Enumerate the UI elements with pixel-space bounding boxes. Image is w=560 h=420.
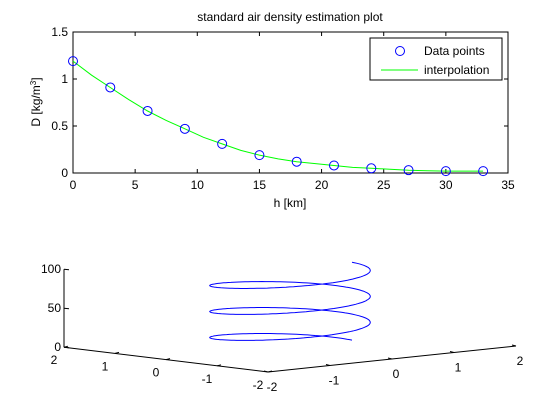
- y-tick-label: 1: [61, 72, 68, 86]
- data-point: [68, 56, 78, 67]
- x-tick-label: 30: [439, 178, 453, 192]
- z3d-tick: [63, 307, 70, 310]
- x3d-tick: [511, 344, 517, 347]
- z3d-tick: [63, 268, 70, 271]
- data-point: [217, 138, 228, 149]
- data-point: [403, 165, 414, 176]
- y-axis-label: D [kg/m3]: [29, 77, 44, 126]
- data-point: [254, 150, 265, 161]
- y3d-tick: [216, 364, 222, 367]
- helix-curve: [209, 261, 371, 341]
- x-tick-label: 35: [501, 178, 515, 192]
- z3d-tick-label: 0: [54, 340, 61, 354]
- x3d-tick-label: 0: [393, 367, 400, 381]
- x3d-tick: [263, 370, 269, 373]
- data-point: [329, 160, 339, 171]
- x3d-tick: [325, 364, 331, 366]
- data-point: [142, 105, 153, 116]
- y3d-tick-label: 1: [102, 359, 109, 373]
- x3d-tick-label: 2: [517, 354, 524, 368]
- data-point: [105, 82, 116, 93]
- legend-box: [369, 37, 503, 81]
- data-point: [478, 166, 489, 177]
- x-tick-label: 20: [315, 178, 329, 192]
- y3d-tick-label: 2: [51, 353, 58, 367]
- data-point: [366, 163, 377, 174]
- y3d-tick: [114, 351, 120, 354]
- data-point: [291, 156, 302, 167]
- data-point: [440, 166, 451, 177]
- y-tick-label: 0.5: [51, 119, 68, 133]
- y3d-tick: [165, 358, 171, 361]
- legend-marker-data-points: [395, 46, 405, 56]
- x3d-tick: [387, 357, 393, 360]
- z3d-tick-label: 50: [48, 301, 62, 315]
- axis-ticks: 0 5 10 15 20 25 30 35 0 0.5 1 1.5: [51, 25, 515, 192]
- x-tick-label: 5: [132, 178, 139, 192]
- legend: Data points interpolation: [369, 37, 503, 81]
- legend-label-interpolation: interpolation: [424, 63, 489, 77]
- y3d-tick-label: -2: [253, 378, 264, 392]
- x-tick-label: 10: [191, 178, 205, 192]
- z3d-tick-label: 100: [41, 262, 61, 276]
- data-point: [179, 123, 190, 134]
- x-tick-label: 25: [377, 178, 391, 192]
- x-tick-label: 15: [253, 178, 267, 192]
- x3d-tick-label: -2: [267, 380, 278, 394]
- x3d-tick-label: 1: [455, 361, 462, 375]
- y-tick-label: 1.5: [51, 25, 68, 39]
- x-axis-label: h [km]: [274, 196, 307, 210]
- y3d-tick-label: 0: [153, 366, 160, 380]
- x3d-tick-label: -1: [329, 374, 340, 388]
- z3d-tick: [63, 346, 70, 349]
- y3d-tick: [267, 370, 273, 373]
- y3d-tick-label: -1: [202, 372, 213, 386]
- series-group: [68, 56, 489, 177]
- x-tick-label: 0: [70, 178, 77, 192]
- chart-title: standard air density estimation plot: [197, 10, 383, 24]
- interpolation-line: [72, 60, 484, 172]
- density-plot: standard air density estimation plot 0 5 1…: [29, 10, 515, 210]
- x3d-tick: [449, 351, 455, 353]
- legend-label-data-points: Data points: [424, 44, 485, 58]
- y-tick-label: 0: [61, 166, 68, 180]
